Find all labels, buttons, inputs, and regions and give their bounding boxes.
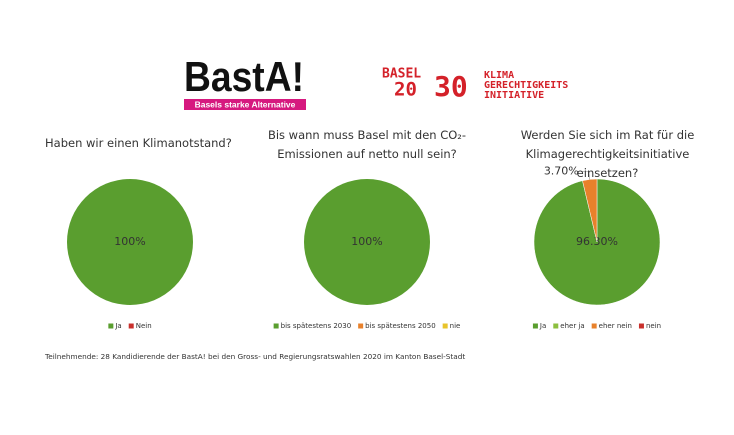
data-label: 100% bbox=[351, 235, 382, 248]
data-label: 100% bbox=[114, 235, 145, 248]
chart-title: Bis wann muss Basel mit den CO₂-Emission… bbox=[267, 128, 467, 161]
legend-swatch bbox=[273, 323, 279, 329]
footnote: Teilnehmende: 28 Kandidierende der BastA… bbox=[44, 352, 465, 361]
logo-klima: GERECHTIGKEITS bbox=[484, 80, 568, 91]
leader-line bbox=[588, 171, 590, 180]
logo-30: 30 bbox=[434, 70, 468, 103]
legend-label: eher nein bbox=[599, 322, 632, 330]
basta-tagline: Basels starke Alternative bbox=[195, 99, 296, 109]
legend-swatch bbox=[553, 323, 559, 329]
legend-label: Nein bbox=[136, 322, 152, 330]
legend-label: Ja bbox=[114, 322, 121, 330]
basta-wordmark: BastA! bbox=[184, 53, 304, 100]
legend: Ja Nein bbox=[108, 322, 152, 330]
pie-slice bbox=[582, 178, 598, 243]
logo-klima: KLIMA bbox=[484, 70, 514, 81]
legend-swatch bbox=[128, 323, 134, 329]
legend-label: bis spätestens 2030 bbox=[281, 322, 352, 330]
pie-slice bbox=[304, 179, 430, 305]
legend-swatch bbox=[532, 323, 538, 329]
legend-label: nie bbox=[450, 322, 461, 330]
tagline-bar bbox=[184, 99, 306, 110]
legend-label: nein bbox=[646, 322, 661, 330]
logo-20: 20 bbox=[394, 79, 417, 101]
logo-basel: BASEL bbox=[382, 67, 421, 82]
chart-title: Werden Sie sich im Rat für die Klimagere… bbox=[520, 128, 695, 180]
legend-swatch bbox=[442, 323, 448, 329]
legend-label: Ja bbox=[539, 322, 546, 330]
legend: Ja eher ja eher nein nein bbox=[532, 322, 661, 330]
legend-swatch bbox=[638, 323, 644, 329]
legend-label: eher ja bbox=[560, 322, 584, 330]
legend-swatch bbox=[591, 323, 597, 329]
basta-logo: BastA! Basels starke Alternative bbox=[184, 53, 306, 110]
chart-title: Haben wir einen Klimanotstand? bbox=[45, 136, 232, 150]
legend-swatch bbox=[108, 323, 114, 329]
pie-slice bbox=[67, 179, 193, 305]
data-label: 3.70% bbox=[544, 164, 579, 177]
legend: bis spätestens 2030 bis spätestens 2050 ni… bbox=[273, 322, 461, 330]
basel2030-logo: BASEL 20 30 KLIMA GERECHTIGKEITS INITIAT… bbox=[382, 67, 568, 104]
logo-klima: INITIATIVE bbox=[484, 90, 544, 101]
legend-swatch bbox=[358, 323, 364, 329]
legend-label: bis spätestens 2050 bbox=[365, 322, 436, 330]
